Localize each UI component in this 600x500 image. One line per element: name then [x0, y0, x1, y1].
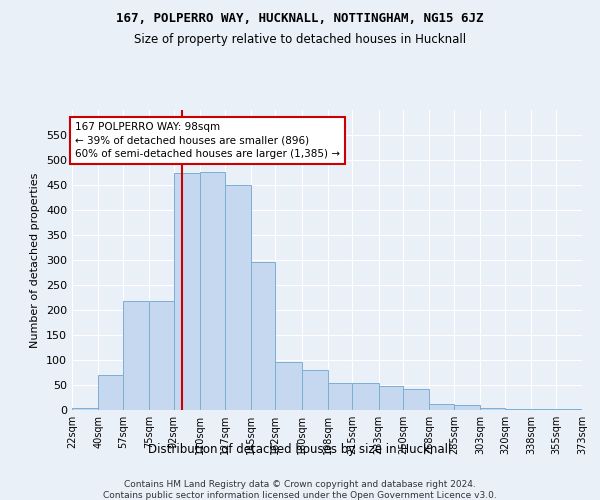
Text: Distribution of detached houses by size in Hucknall: Distribution of detached houses by size … [148, 442, 452, 456]
Bar [403, 389, 430, 410]
Bar [430, 404, 454, 410]
Text: 167 POLPERRO WAY: 98sqm
← 39% of detached houses are smaller (896)
60% of semi-d: 167 POLPERRO WAY: 98sqm ← 39% of detache… [75, 122, 340, 159]
Bar [149, 301, 174, 410]
Bar [379, 386, 403, 410]
Bar [275, 362, 302, 410]
Bar [328, 382, 352, 410]
Bar [174, 172, 200, 410]
Y-axis label: Number of detached properties: Number of detached properties [31, 172, 40, 348]
Bar [556, 408, 582, 410]
Bar [72, 408, 98, 410]
Bar [480, 408, 505, 410]
Text: Contains HM Land Registry data © Crown copyright and database right 2024.: Contains HM Land Registry data © Crown c… [124, 480, 476, 489]
Bar [302, 370, 328, 410]
Bar [352, 382, 379, 410]
Bar [505, 408, 531, 410]
Bar [454, 405, 480, 410]
Text: Size of property relative to detached houses in Hucknall: Size of property relative to detached ho… [134, 32, 466, 46]
Bar [98, 375, 123, 410]
Bar [251, 262, 275, 410]
Text: Contains public sector information licensed under the Open Government Licence v3: Contains public sector information licen… [103, 491, 497, 500]
Bar [224, 185, 251, 410]
Bar [531, 408, 556, 410]
Bar [123, 301, 149, 410]
Bar [200, 172, 224, 410]
Text: 167, POLPERRO WAY, HUCKNALL, NOTTINGHAM, NG15 6JZ: 167, POLPERRO WAY, HUCKNALL, NOTTINGHAM,… [116, 12, 484, 26]
